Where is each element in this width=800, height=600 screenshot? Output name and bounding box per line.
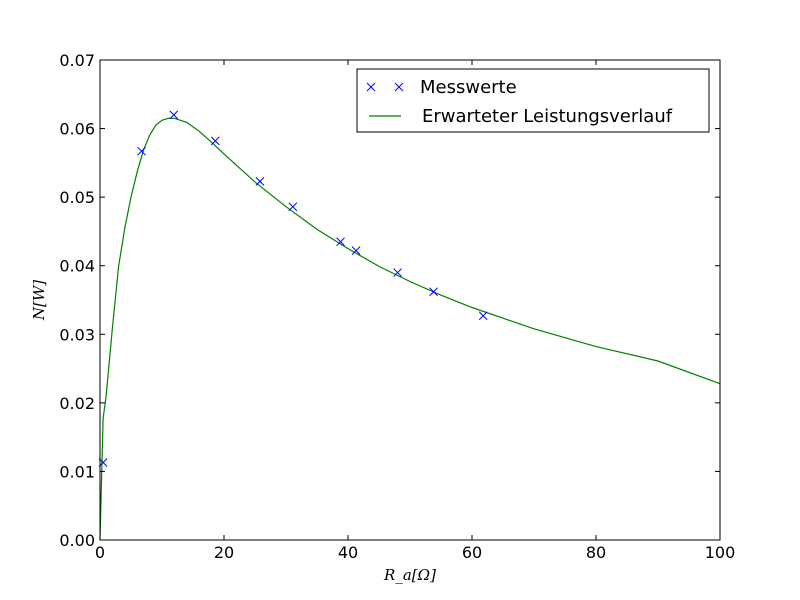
data-point-messwerte [393,268,402,277]
ticks-layer: 0 20 40 60 80 100 0.00 0.01 0.02 0.03 0.04 0.05 0.06… [59,51,735,562]
data-point-messwerte [288,202,298,212]
y-tick-label: 0.00 [59,531,95,550]
legend-label-erwarteter: Erwarteter Leistungsverlauf [422,106,673,127]
x-tick-label: 80 [586,543,606,562]
x-tick-label: 40 [338,543,358,562]
x-axis-label: R_a[Ω] [383,566,436,584]
legend: Messwerte Erwarteter Leistungsverlauf [356,68,710,133]
y-axis-label: N[W] [30,280,48,321]
data-point-messwerte [137,146,146,156]
data-point-messwerte [478,311,488,321]
legend-label-messwerte: Messwerte [420,77,517,98]
data-point-messwerte [255,177,265,186]
y-tick-label: 0.02 [59,394,95,413]
y-tick-label: 0.07 [59,51,95,70]
data-point-messwerte [429,287,438,297]
data-point-messwerte [351,246,361,255]
plot-frame [99,59,721,541]
y-tick-label: 0.05 [59,188,95,207]
x-tick-label: 0 [95,543,105,562]
x-tick-label: 60 [462,543,482,562]
y-tick-label: 0.03 [59,325,95,344]
y-tick-label: 0.04 [59,257,95,276]
y-tick-label: 0.06 [59,120,95,139]
x-tick-label: 100 [705,543,736,562]
series-line-erwarteter-leistungsverlauf [99,117,721,541]
data-point-messwerte [336,237,345,247]
legend-marker-messwerte [366,82,404,92]
data-point-messwerte [169,110,179,120]
x-tick-label: 20 [214,543,234,562]
legend-frame [356,68,710,133]
y-tick-label: 0.01 [59,462,95,481]
data-point-messwerte [210,136,220,146]
